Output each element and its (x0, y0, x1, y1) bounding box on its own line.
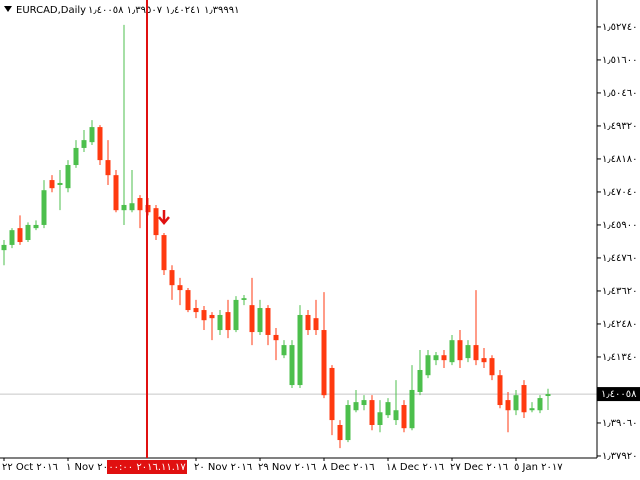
candle-body (465, 345, 471, 359)
candle-body (169, 270, 175, 286)
chart-title: EURCAD,Daily (16, 5, 86, 16)
x-tick-label: ٥ Jan ٢٠١٧ (514, 462, 563, 473)
x-tick-label: ١٨ Dec ٢٠١٦ (386, 462, 444, 473)
candle-body (89, 127, 95, 143)
candle-body (73, 147, 79, 166)
candle-body (529, 408, 535, 411)
current-price-box (597, 387, 640, 402)
candle-body (113, 175, 119, 211)
candle-body (353, 402, 359, 411)
candle-body (121, 204, 127, 211)
y-tick-label: ١٫٤٧٠٤٠ (602, 187, 637, 198)
candle-body (377, 412, 383, 425)
y-tick-label: ١٫٤٢٤٨٠ (602, 319, 637, 330)
candle-body (545, 394, 551, 397)
x-tick-label: ٢٠ Nov ٢٠١٦ (194, 462, 252, 473)
candle-body (457, 340, 463, 361)
candle-body (273, 334, 279, 341)
candle-body (201, 310, 207, 321)
menu-triangle[interactable] (4, 6, 12, 12)
x-tick-label: ٨ Dec ٢٠١٦ (322, 462, 375, 473)
candle-body (177, 285, 183, 291)
quote: ١٫٣٩٩٩١ ١٫٤٠٢٤١ ١٫٣٩٥٠٧ ١٫٤٠٠٥٨ (88, 5, 240, 16)
candle-body (473, 345, 479, 361)
candle-body (449, 340, 455, 363)
candle-body (417, 369, 423, 392)
candle-body (105, 160, 111, 176)
y-tick-label: ١٫٣٧٩٢٠ (602, 451, 637, 462)
candle-body (521, 385, 527, 413)
candle-body (441, 355, 447, 361)
candle-body (289, 345, 295, 386)
candle-body (393, 410, 399, 421)
candle-body (313, 318, 319, 331)
candle-body (385, 402, 391, 416)
candle-body (209, 314, 215, 319)
candle-body (241, 298, 247, 300)
candle-body (57, 182, 63, 185)
candle-body (217, 314, 223, 331)
candle-body (153, 208, 159, 236)
crosshair-label: ٢٠١٦.١١.١٧ ٠٠:٠٠ (108, 462, 186, 473)
candle-body (481, 358, 487, 363)
candle-body (537, 398, 543, 411)
y-tick-label: ١٫٤٩٣٢٠ (602, 121, 637, 132)
candle-body (257, 308, 263, 333)
candle-body (337, 424, 343, 441)
candle-body (225, 312, 231, 331)
candle-body (81, 140, 87, 148)
sell-arrow (158, 210, 170, 226)
y-tick-label: ١٫٤٥٩٠٠ (602, 220, 637, 231)
y-tick-label: ١٫٣٩٠٦٠ (602, 418, 637, 429)
candle-body (1, 244, 7, 251)
candle-body (9, 230, 15, 245)
candle-body (321, 330, 327, 396)
candle-body (425, 355, 431, 376)
y-tick-label: ١٫٤١٣٤٠ (602, 352, 637, 363)
candle-body (497, 375, 503, 406)
candle-body (305, 314, 311, 331)
candle-body (505, 400, 511, 411)
candle-body (161, 235, 167, 271)
candle-body (41, 190, 47, 225)
candle-body (17, 228, 23, 243)
candle-body (513, 395, 519, 411)
candle-body (49, 180, 55, 189)
candle-body (433, 355, 439, 361)
candle-body (33, 224, 39, 229)
candle-body (409, 389, 415, 429)
candle-body (329, 367, 335, 421)
candle-body (489, 358, 495, 376)
candle-body (97, 127, 103, 161)
crosshair-label-box (107, 460, 187, 474)
candle-body (401, 405, 407, 429)
candle-body (193, 308, 199, 313)
candle-body (65, 165, 71, 189)
y-tick-label: ١٫٤٨١٨٠ (602, 154, 637, 165)
candle-body (129, 203, 135, 211)
candle-body (233, 299, 239, 331)
candle-body (25, 224, 31, 241)
candle-body (137, 198, 143, 211)
candle-body (185, 290, 191, 311)
candle-body (369, 400, 375, 425)
x-tick-label: ٢٧ Dec ٢٠١٦ (450, 462, 508, 473)
candle-body (281, 345, 287, 356)
x-tick-label: ٢٢ Oct ٢٠١٦ (2, 462, 58, 473)
x-tick-label: ١ Nov ٢٠١٦ (66, 462, 119, 473)
y-tick-label: ١٫٤٣٦٢٠ (602, 286, 637, 297)
current-price-label: ١٫٤٠٠٥٨ (601, 389, 637, 400)
candle-body (265, 308, 271, 335)
candle-body (345, 405, 351, 441)
candle-body (249, 305, 255, 333)
y-tick-label: ١٫٥٠٤٦٠ (602, 88, 637, 99)
y-tick-label: ١٫٤٤٧٦٠ (602, 253, 637, 264)
candle-body (361, 400, 367, 406)
candle-body (297, 314, 303, 386)
x-tick-label: ٢٩ Nov ٢٠١٦ (258, 462, 316, 473)
y-tick-label: ١٫٥٢٧٤٠ (602, 22, 637, 33)
y-tick-label: ١٫٥١٦٠٠ (602, 55, 637, 66)
